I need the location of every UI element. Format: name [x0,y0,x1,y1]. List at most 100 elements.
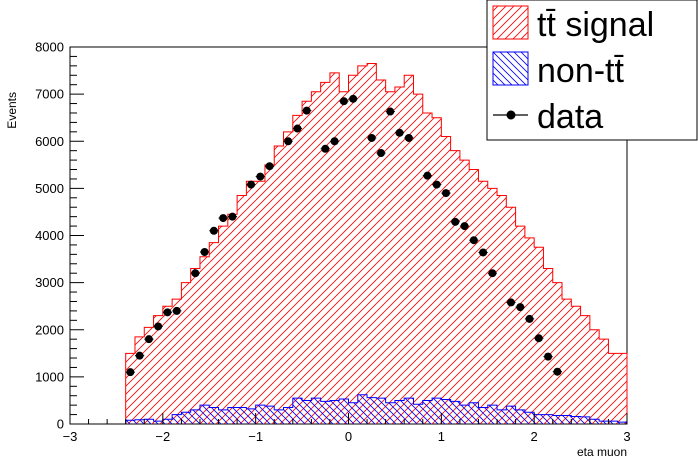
signal-bin [329,72,340,424]
data-points [125,94,563,377]
signal-bin [153,315,163,424]
signal-bin [617,353,627,424]
y-tick-label: 2000 [35,322,64,337]
signal-bin [339,91,349,425]
signal-bin [524,237,535,424]
data-point [339,97,348,106]
background-bin [543,414,553,424]
legend: tt̄ signal non-tt̄ data [486,0,698,141]
data-point [376,149,385,158]
background-bin [329,400,340,424]
signal-bin [562,299,572,424]
background-bin [153,421,163,424]
signal-bin [506,207,516,424]
signal-bin [237,195,247,424]
signal-bin [515,226,525,424]
background-bin [237,407,247,424]
background-bin [478,407,488,424]
signal-bin [283,131,293,424]
signal-bin [292,115,303,425]
y-tick-label: 8000 [35,40,64,55]
signal-bin [162,306,173,424]
background-bin [469,402,479,424]
background-histogram [125,394,628,424]
background-bin [617,422,627,424]
signal-bin [348,75,358,425]
background-bin [172,414,182,424]
signal-bin [209,242,219,424]
signal-bin [190,268,200,424]
data-point [209,226,218,235]
background-bin [348,402,358,424]
signal-histogram [125,62,628,425]
background-bin [441,399,451,424]
data-point [135,351,144,360]
y-tick-label: 0 [57,417,64,432]
legend-label-signal: tt̄ signal [537,6,654,44]
signal-bin [413,94,423,424]
background-bin [580,416,590,424]
background-bin [404,398,414,424]
background-bin [450,401,460,424]
x-tick-label: 3 [623,429,630,444]
signal-bin [367,63,377,425]
background-bin [283,407,293,424]
background-bin [394,400,405,424]
data-point [423,171,432,180]
data-point [432,180,441,189]
data-point [172,306,181,315]
data-point [349,94,358,103]
background-bin [571,416,581,424]
background-bin [125,420,135,424]
signal-bin [144,327,154,424]
signal-bin [450,150,460,425]
background-bin [608,421,618,424]
signal-bin [264,164,275,424]
data-point [228,212,237,221]
y-tick-label: 1000 [35,369,64,384]
signal-bin [274,145,284,424]
data-point [488,269,497,278]
signal-bin [181,282,191,424]
x-tick-label: 0 [345,429,352,444]
signal-bin [376,79,386,425]
signal-bin [580,315,590,424]
signal-bin [218,226,228,424]
background-bin [506,406,516,424]
y-tick-label: 4000 [35,228,64,243]
signal-outline [125,62,628,424]
background-bin [144,419,154,424]
background-bin [246,408,256,424]
signal-bin [255,181,265,424]
background-bin [199,405,210,424]
signal-bin [320,82,330,424]
signal-bin [487,188,498,424]
signal-bin [385,91,395,425]
data-point [302,106,311,115]
background-bin [227,407,238,424]
data-point [163,308,172,317]
data-point [516,303,525,312]
legend-label-data: data [537,98,603,136]
x-tick-label: 2 [531,429,538,444]
data-point [126,368,135,377]
signal-bin [571,306,581,424]
data-point [441,189,450,198]
signal-bin [357,65,368,424]
y-tick-label: 6000 [35,134,64,149]
background-bin [385,402,395,424]
background-bin [589,419,600,424]
legend-marker-data [506,110,516,120]
legend-swatch-background [492,51,529,86]
background-bin [320,401,330,424]
background-bin [162,419,173,424]
signal-bin [608,353,618,424]
signal-bin [599,339,609,424]
data-point [247,180,256,189]
signal-bin [441,136,451,424]
signal-bin [432,117,442,424]
signal-bin [125,353,135,424]
background-bin [432,398,442,424]
signal-bin [589,329,600,424]
data-point [200,247,209,256]
